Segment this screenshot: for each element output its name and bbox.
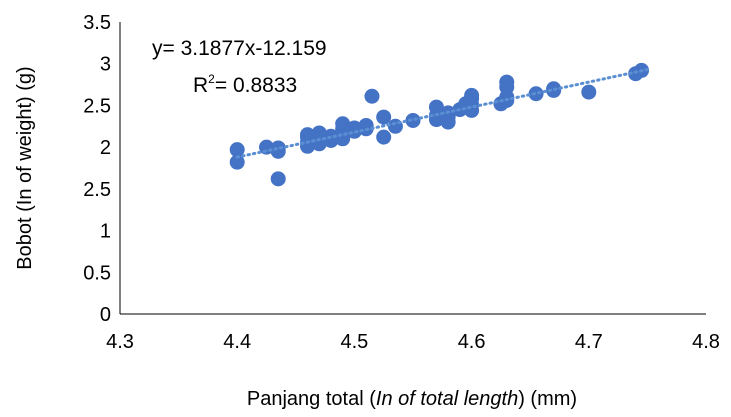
data-point: [364, 88, 380, 104]
y-tick-label: 2.5: [83, 95, 111, 117]
data-point: [581, 84, 597, 100]
trendline-equation: y= 3.1877x-12.159: [152, 37, 327, 60]
x-axis-title: Panjang total (In of total length) (mm): [247, 388, 577, 410]
x-axis-title-prefix: Panjang total (: [247, 388, 376, 410]
data-point: [440, 114, 456, 130]
x-tick-label: 4.5: [340, 331, 368, 353]
x-tick-label: 4.4: [223, 331, 251, 353]
r-squared-superscript: 2: [208, 72, 215, 86]
data-point: [300, 127, 316, 143]
data-point: [335, 116, 351, 132]
plot-area: 0 0.5 1 2.5 2 2.5 3 3.5 4.3 4.4 4.5 4.6 4.7 4.8: [83, 12, 720, 353]
data-point: [376, 109, 392, 125]
data-point: [428, 99, 444, 115]
data-point: [229, 154, 245, 170]
y-tick-labels: 0 0.5 1 2.5 2 2.5 3 3.5: [83, 12, 111, 326]
x-axis-title-suffix: ) (mm): [518, 388, 577, 410]
data-point: [229, 142, 245, 158]
data-point: [499, 79, 515, 95]
data-point: [270, 140, 286, 156]
y-tick-label: 1: [100, 221, 111, 243]
y-tick-label: 0: [100, 304, 111, 326]
x-tick-label: 4.7: [575, 331, 603, 353]
data-point: [270, 171, 286, 187]
x-axis-title-italic: In of total length: [376, 388, 518, 410]
r-squared-symbol: R: [193, 74, 208, 97]
y-tick-label: 3.5: [83, 12, 111, 34]
data-point: [376, 129, 392, 145]
y-tick-label: 3: [100, 54, 111, 76]
data-point: [405, 112, 421, 128]
x-tick-label: 4.6: [458, 331, 486, 353]
data-point: [528, 86, 544, 102]
x-tick-labels: 4.3 4.4 4.5 4.6 4.7 4.8: [106, 331, 720, 353]
trendline: [235, 68, 649, 159]
x-tick-label: 4.3: [106, 331, 134, 353]
r-squared-label: R2= 0.8833: [193, 72, 297, 97]
data-point: [464, 97, 480, 113]
y-tick-label: 0.5: [83, 262, 111, 284]
x-tick-label: 4.8: [692, 331, 720, 353]
y-tick-label: 2: [100, 137, 111, 159]
y-tick-label: 2.5: [83, 179, 111, 201]
y-axis-title: Bobot (In of weight) (g): [14, 66, 36, 269]
r-squared-value: = 0.8833: [215, 74, 297, 97]
